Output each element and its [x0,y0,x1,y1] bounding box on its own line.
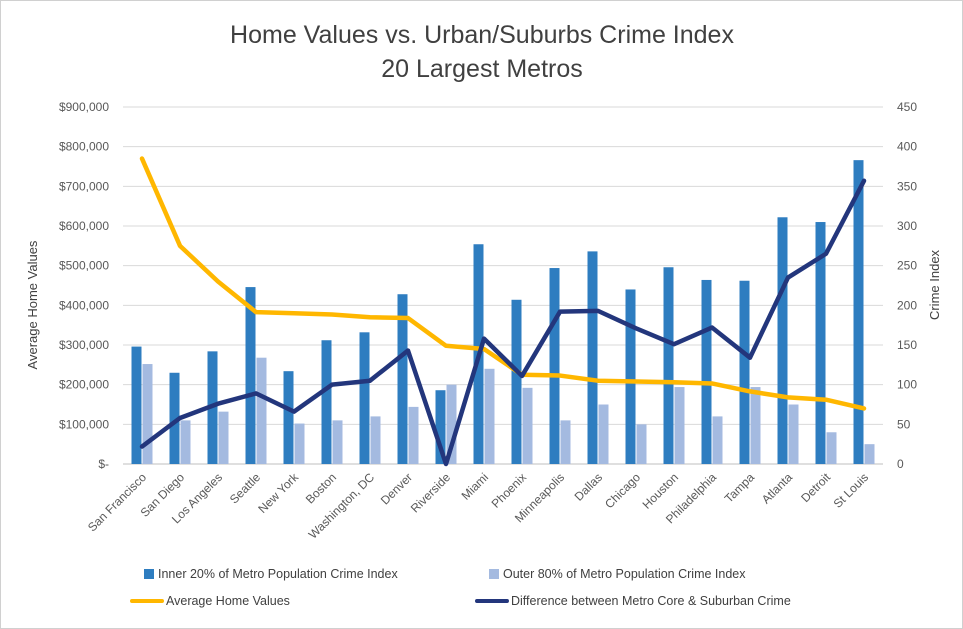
x-tick-label: Dallas [572,470,605,503]
bar-inner-crime [625,289,636,464]
bar-outer-crime [712,416,723,464]
x-tick-label: Chicago [602,470,643,511]
bar-outer-crime [636,424,647,464]
x-tick-label: New York [255,470,301,516]
bar-outer-crime [408,406,419,464]
bar-inner-crime [549,268,560,464]
bar-inner-crime [511,299,522,464]
x-tick-label: Tampa [722,470,758,506]
y-tick-label: $200,000 [59,378,109,392]
y2-tick-label: 250 [897,259,917,273]
x-tick-label: Detroit [798,470,833,505]
legend-home-values-label: Average Home Values [166,594,290,608]
bar-inner-crime [131,346,142,464]
bar-outer-crime [446,384,457,464]
bar-inner-crime [169,372,180,464]
line-crime-difference [139,178,867,467]
bar-inner-crime [321,340,332,464]
line-average-home-values [139,156,867,411]
y-axis-title: Average Home Values [25,240,40,369]
x-tick-label: Miami [459,470,492,503]
bar-inner-crime [663,267,674,464]
bar-outer-crime [332,420,343,464]
x-tick-label: Boston [303,470,339,506]
y-tick-label: $400,000 [59,298,109,312]
bar-outer-crime [598,404,609,464]
bar-outer-crime [218,411,229,464]
x-tick-label: Riverside [408,470,453,515]
bar-outer-crime [522,387,533,464]
legend-inner-crime-label: Inner 20% of Metro Population Crime Inde… [158,567,398,581]
bar-inner-crime [701,279,712,464]
bar-inner-crime [397,294,408,464]
y-tick-label: $300,000 [59,338,109,352]
bar-outer-crime [788,404,799,464]
chart-subtitle: 20 Largest Metros [381,55,583,83]
y-tick-label: $500,000 [59,259,109,273]
bar-outer-crime [750,387,761,464]
legend-outer-crime-swatch [489,569,499,579]
bar-outer-crime [674,387,685,464]
y2-tick-label: 350 [897,179,917,193]
y2-axis-title: Crime Index [927,249,942,320]
y-tick-label: $900,000 [59,100,109,114]
x-tick-label: Seattle [227,470,264,507]
y-tick-label: $600,000 [59,219,109,233]
bar-inner-crime [815,222,826,464]
bar-inner-crime [853,160,864,465]
legend-inner-crime-swatch [144,569,154,579]
legend-outer-crime-label: Outer 80% of Metro Population Crime Inde… [503,567,746,581]
y2-tick-label: 150 [897,338,917,352]
y-tick-label: $- [98,457,109,471]
y-tick-label: $700,000 [59,179,109,193]
bar-inner-crime [777,217,788,464]
bar-inner-crime [739,280,750,464]
y2-tick-label: 300 [897,219,917,233]
bar-outer-crime [370,416,381,464]
x-tick-label: Atlanta [759,470,796,507]
bar-outer-crime [180,420,191,464]
bar-inner-crime [359,332,370,464]
y2-tick-label: 0 [897,457,904,471]
bar-inner-crime [435,390,446,464]
chart-title: Home Values vs. Urban/Suburbs Crime Inde… [230,21,734,49]
y2-tick-label: 100 [897,378,917,392]
y-tick-label: $100,000 [59,417,109,431]
x-tick-label: Denver [378,470,415,507]
bar-outer-crime [256,357,267,464]
legend-crime-difference-label: Difference between Metro Core & Suburban… [511,594,791,608]
x-tick-label: Washington, DC [306,470,378,542]
bar-outer-crime [864,444,875,464]
bar-inner-crime [283,371,294,464]
bar-inner-crime [245,287,256,464]
bar-inner-crime [587,251,598,464]
y2-tick-label: 400 [897,140,917,154]
bar-outer-crime [142,364,153,464]
y2-tick-label: 50 [897,417,911,431]
x-tick-label: San Francisco [85,470,149,534]
x-tick-label: St Louis [831,470,872,511]
y2-tick-label: 200 [897,298,917,312]
bar-outer-crime [826,432,837,464]
bar-outer-crime [560,420,571,464]
y-tick-label: $800,000 [59,140,109,154]
y2-tick-label: 450 [897,100,917,114]
bar-outer-crime [484,368,495,464]
bar-outer-crime [294,423,305,464]
